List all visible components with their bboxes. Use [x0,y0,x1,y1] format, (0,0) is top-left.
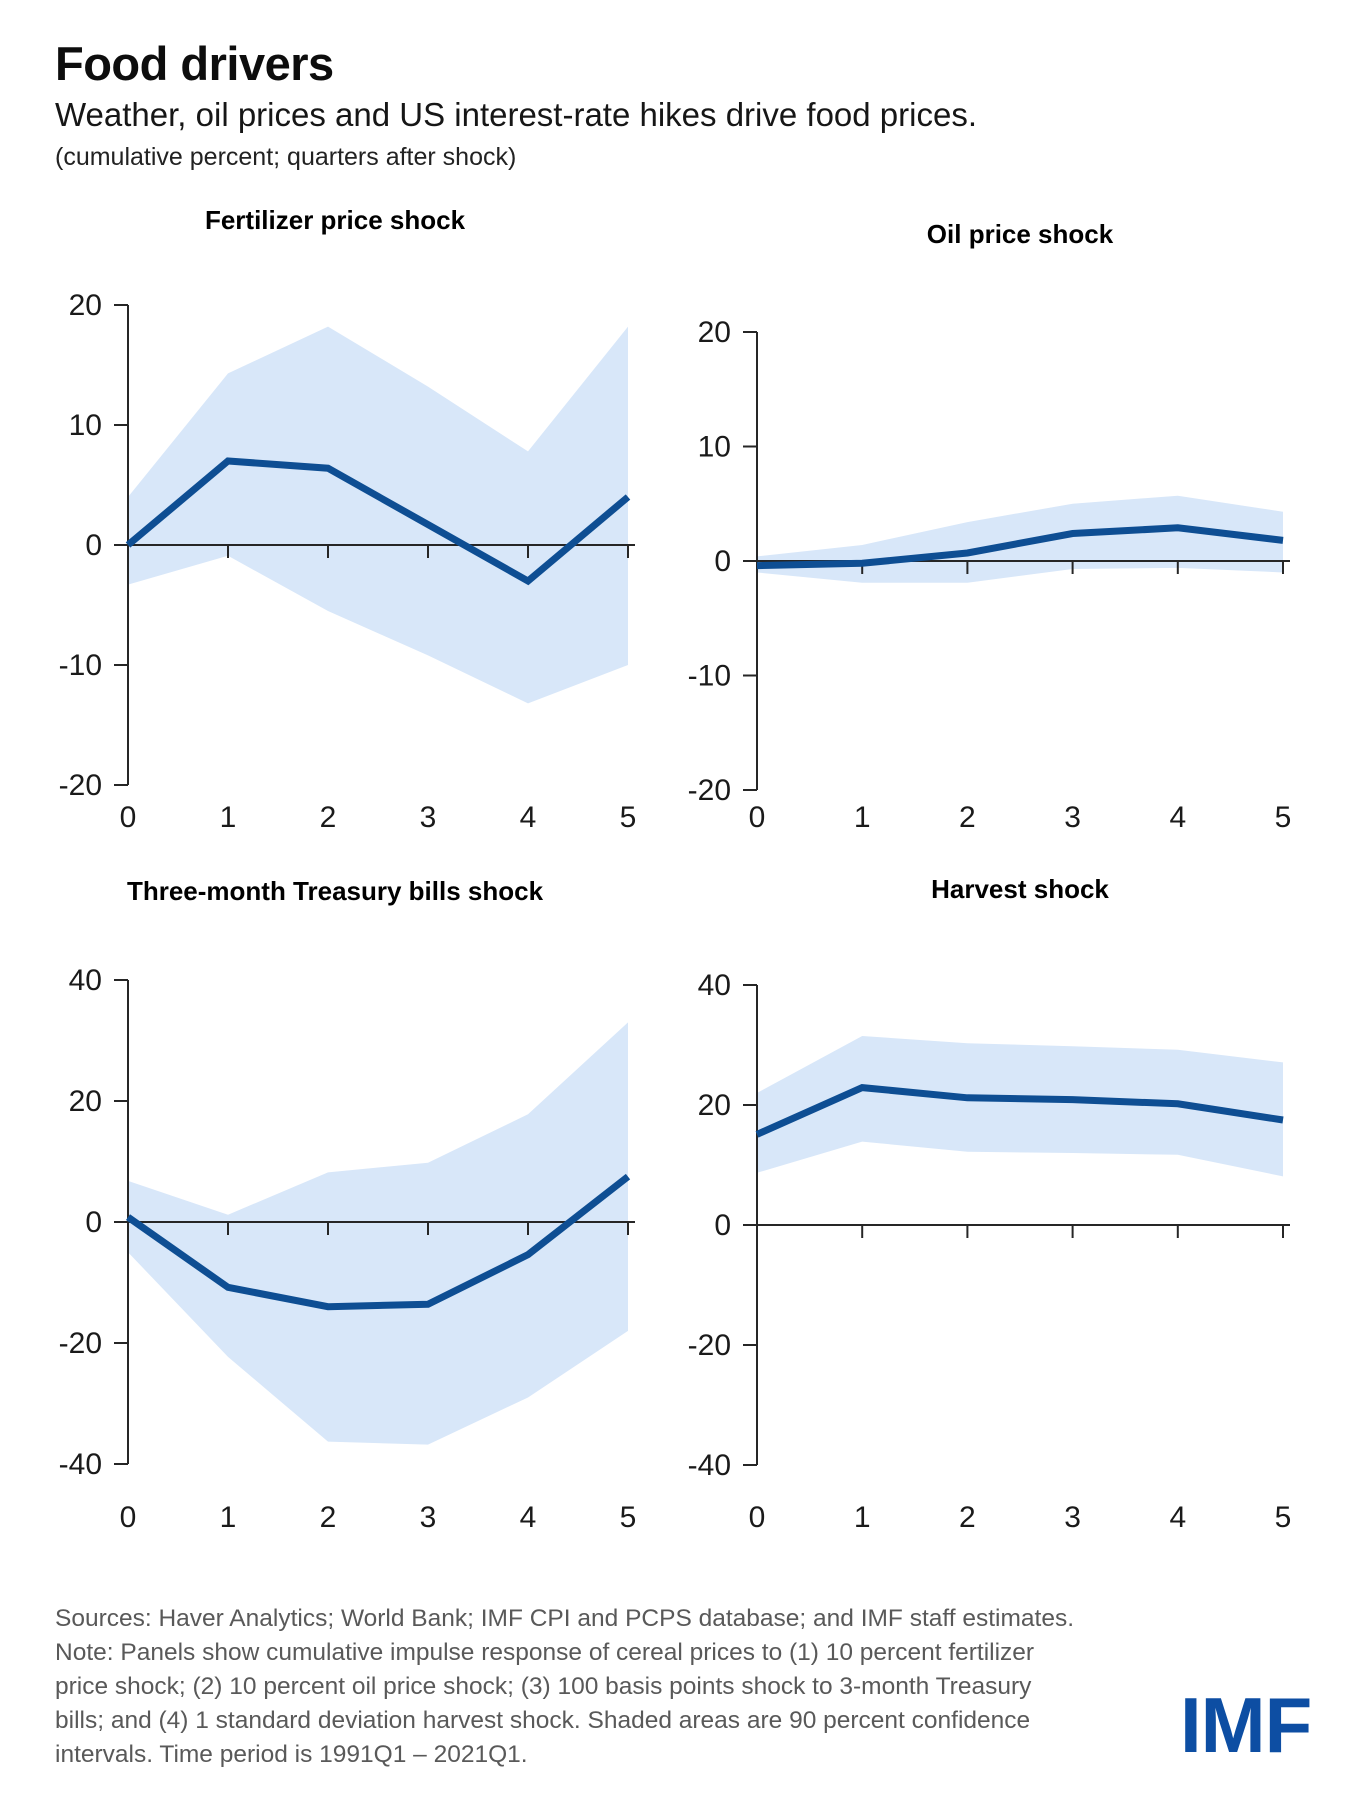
y-tick-label: 20 [69,1085,102,1118]
x-tick-label: 4 [1169,801,1186,834]
x-tick-label: 4 [1169,1501,1186,1534]
x-tick-label: 2 [320,1501,337,1534]
x-tick-label: 3 [420,801,437,834]
response-line [756,524,1284,570]
x-tick-label: 2 [320,801,337,834]
note-line: intervals. Time period is 1991Q1 – 2021Q… [55,1741,528,1768]
x-tick-label: 1 [220,801,237,834]
response-line [125,1173,631,1311]
chart-panel: 20 10 0 -10 -20 0 1 2 3 4 5 [688,316,1292,834]
y-tick-label: -20 [59,769,102,802]
x-tick-label: 5 [620,801,637,834]
y-tick-label: -20 [688,1329,731,1362]
x-tick-label: 3 [1064,1501,1081,1534]
note-line: Note: Panels show cumulative impulse res… [55,1639,1035,1666]
y-tick-label: 0 [714,1209,731,1242]
x-tick-label: 2 [959,1501,976,1534]
footnote: Sources: Haver Analytics; World Bank; IM… [55,1602,1175,1772]
x-tick-label: 1 [220,1501,237,1534]
confidence-band [757,1036,1283,1177]
y-tick-label: -20 [688,774,731,807]
y-tick-label: 10 [698,431,731,464]
y-tick-label: 20 [698,1089,731,1122]
response-line [125,457,631,586]
y-tick-label: -10 [59,649,102,682]
x-tick-label: 3 [420,1501,437,1534]
x-tick-label: 1 [854,1501,871,1534]
y-tick-label: 40 [698,969,731,1002]
x-tick-label: 0 [749,801,766,834]
x-tick-label: 3 [1064,801,1081,834]
y-tick-label: 20 [69,289,102,322]
chart-panel: 40 20 0 -20 -40 0 1 2 3 4 5 [688,969,1292,1534]
y-tick-label: -10 [688,660,731,693]
y-tick-label: 0 [85,1206,102,1239]
x-tick-label: 0 [120,1501,137,1534]
confidence-band [128,1022,628,1445]
x-tick-label: 4 [520,801,537,834]
x-tick-label: 5 [1275,1501,1292,1534]
note-line: price shock; (2) 10 percent oil price sh… [55,1673,1032,1700]
x-tick-label: 1 [854,801,871,834]
y-tick-label: 0 [85,529,102,562]
chart-panel: 40 20 0 -20 -40 0 1 2 3 4 5 [59,964,637,1534]
y-tick-label: -20 [59,1327,102,1360]
panel-title-oil-price-shock: Oil price shock [926,219,1114,249]
confidence-band [128,326,628,704]
x-tick-label: 5 [620,1501,637,1534]
x-tick-label: 0 [749,1501,766,1534]
y-tick-label: 10 [69,409,102,442]
panel-title-harvest-shock: Harvest shock [931,874,1109,904]
page-title: Food drivers [55,37,334,90]
x-tick-label: 2 [959,801,976,834]
sources-line: Sources: Haver Analytics; World Bank; IM… [55,1605,1074,1632]
panel-title-fertilizer-price-shock: Fertilizer price shock [204,205,466,235]
y-tick-label: -40 [688,1449,731,1482]
units-note: (cumulative percent; quarters after shoc… [55,143,517,171]
x-tick-label: 0 [120,801,137,834]
subtitle: Weather, oil prices and US interest-rate… [55,96,977,133]
panel-title-treasury-bills-shock: Three-month Treasury bills shock [126,876,544,906]
y-tick-label: -40 [59,1448,102,1481]
imf-logo: IMF [1180,1681,1312,1769]
chart-panel: 20 10 0 -10 -20 0 1 2 3 4 5 [59,289,637,834]
response-line [755,1084,1284,1138]
x-tick-label: 5 [1275,801,1292,834]
x-tick-label: 4 [520,1501,537,1534]
note-line: bills; and (4) 1 standard deviation harv… [55,1707,1031,1734]
y-tick-label: 20 [698,316,731,349]
confidence-band [757,495,1283,583]
y-tick-label: 40 [69,964,102,997]
y-tick-label: 0 [714,545,731,578]
